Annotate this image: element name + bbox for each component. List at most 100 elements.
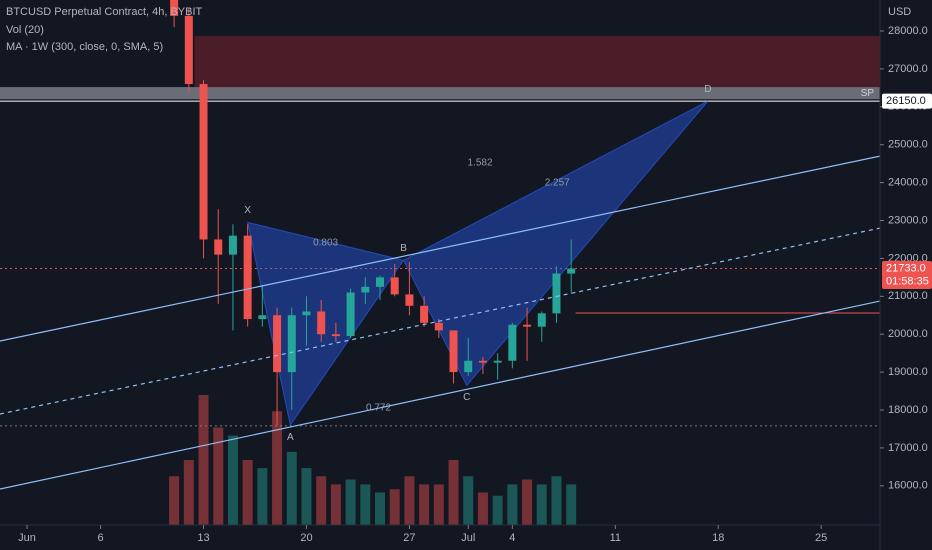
volume-bar	[463, 476, 474, 525]
countdown-label: 01:58:35	[886, 275, 929, 287]
x-tick-label: 13	[197, 532, 209, 544]
candle-body	[537, 313, 546, 327]
volume-bar	[286, 451, 297, 525]
price-tag-label: 26150.0	[886, 95, 926, 107]
harmonic-pattern	[246, 221, 405, 427]
channel-line	[0, 300, 880, 490]
volume-bar	[183, 460, 194, 525]
chart-title: BTCUSD Perpetual Contract, 4h, BYBIT	[6, 6, 203, 18]
candle-body	[464, 360, 473, 373]
candle-body	[199, 84, 208, 240]
volume-bar	[301, 468, 312, 525]
volume-bar	[419, 484, 430, 525]
volume-bar	[522, 479, 533, 525]
x-tick-label: 6	[98, 532, 104, 544]
candle-body	[170, 0, 179, 16]
volume-bar	[316, 476, 327, 525]
y-tick-label: 25000.0	[888, 139, 928, 151]
volume-bar	[242, 460, 253, 525]
candle-body	[449, 330, 458, 373]
volume-bar	[551, 476, 562, 525]
y-tick-label: 20000.0	[888, 328, 928, 340]
candle-body	[552, 273, 561, 314]
candle-body	[420, 305, 429, 323]
ratio-label: 1.582	[467, 158, 492, 169]
volume-bar	[375, 492, 385, 525]
pattern-point-label: B	[400, 243, 407, 254]
indicator-label: MA · 1W (300, close, 0, SMA, 5)	[6, 41, 163, 53]
volume-bar	[389, 489, 400, 525]
candle-body	[228, 235, 237, 255]
candle-body	[273, 315, 282, 373]
pattern-point-label: C	[463, 392, 470, 403]
candle-body	[287, 315, 296, 373]
candle-body	[434, 322, 443, 331]
channel-line	[0, 155, 880, 342]
x-tick-label: 11	[610, 532, 621, 544]
candle-body	[243, 235, 252, 320]
y-tick-label: 28000.0	[888, 25, 928, 37]
y-tick-label: 17000.0	[888, 442, 928, 454]
candle-body	[508, 324, 517, 361]
candle-body	[405, 294, 414, 306]
volume-bar	[507, 484, 518, 525]
y-tick-label: 27000.0	[888, 63, 928, 75]
volume-bar	[360, 484, 371, 525]
y-tick-label: 16000.0	[888, 480, 928, 492]
ratio-label: 2.257	[545, 178, 570, 189]
price-tag	[882, 93, 932, 109]
volume-bar	[433, 484, 444, 525]
indicator-label: Vol (20)	[6, 24, 44, 36]
candle-body	[478, 360, 487, 363]
volume-bar	[566, 484, 577, 525]
candle-body	[214, 239, 223, 255]
volume-bar	[448, 460, 459, 525]
volume-bar	[404, 476, 415, 525]
x-tick-label: 27	[403, 532, 415, 544]
pattern-point-label: X	[244, 205, 251, 216]
volume-bar	[477, 492, 488, 525]
x-tick-label: Jul	[461, 532, 475, 544]
channel-line	[0, 227, 880, 415]
candle-body	[184, 15, 193, 85]
candle-body	[302, 311, 311, 316]
volume-bar	[345, 479, 356, 525]
price-tag-label: 21733.0	[886, 262, 926, 274]
volume-bar	[330, 484, 341, 525]
candle-body	[567, 268, 576, 274]
volume-bar	[492, 495, 503, 525]
x-tick-label: Jun	[18, 532, 36, 544]
candle-body	[376, 277, 384, 287]
candle-body	[317, 311, 326, 335]
y-tick-label: 18000.0	[888, 404, 928, 416]
volume-bar	[272, 411, 283, 525]
volume-bar	[227, 435, 238, 525]
y-tick-label: 24000.0	[888, 177, 928, 189]
price-tag	[882, 261, 932, 290]
volume-bar	[169, 476, 180, 525]
candle-body	[346, 292, 355, 337]
candle-body	[331, 334, 340, 337]
y-tick-label: 19000.0	[888, 366, 928, 378]
volume-bar	[257, 468, 268, 525]
y-tick-label: 23000.0	[888, 214, 928, 226]
volume-bar	[536, 484, 547, 525]
x-tick-label: 25	[815, 532, 827, 544]
zone	[194, 35, 880, 88]
candle-body	[361, 286, 370, 293]
pattern-point-label: A	[287, 432, 294, 443]
candle-body	[258, 315, 267, 320]
zone	[0, 87, 880, 100]
pattern-point-label: D	[704, 84, 711, 95]
x-tick-label: 20	[300, 532, 312, 544]
x-tick-label: 4	[509, 532, 515, 544]
y-tick-label: 21000.0	[888, 290, 928, 302]
candle-body	[493, 360, 502, 363]
harmonic-pattern	[402, 100, 709, 387]
volume-bar	[213, 427, 224, 525]
ratio-label: 0.803	[313, 238, 338, 249]
x-tick-label: 18	[712, 532, 724, 544]
candle-body	[390, 277, 399, 295]
